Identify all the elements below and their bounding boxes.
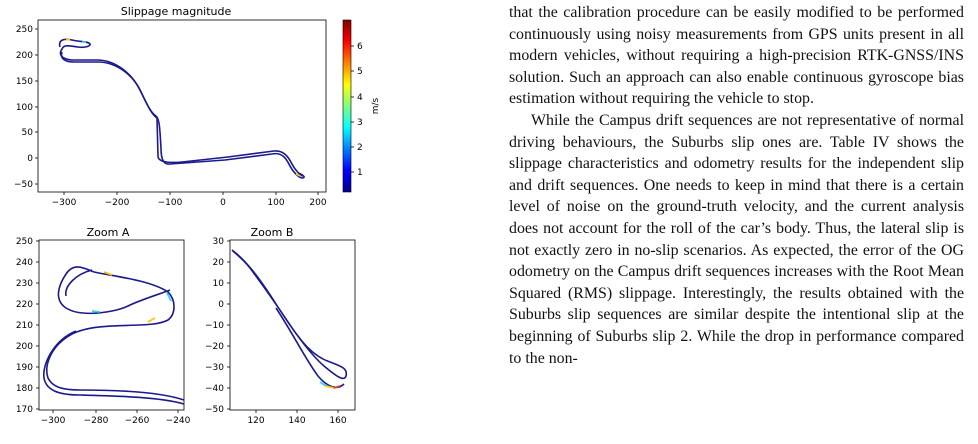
y-tick-label: −50: [205, 405, 224, 415]
panel-title: Zoom A: [87, 226, 130, 239]
y-tick-labels: 250 200 150 100 50 0 −50: [14, 25, 38, 190]
y-tick-label: 240: [16, 258, 33, 268]
colorbar-tick: 3: [357, 118, 363, 128]
colorbar-tick: 2: [357, 143, 363, 153]
y-tick-label: −30: [205, 363, 224, 373]
colorbar-label: m/s: [371, 97, 381, 114]
y-tick-label: 0: [218, 300, 224, 310]
y-tick-label: 190: [16, 363, 33, 373]
x-tick-label: −300: [41, 416, 66, 426]
panel-slippage-magnitude: Slippage magnitude −300 −200 −100 0 100 …: [14, 5, 381, 208]
panel-zoom-a: Zoom A −300 −280 −260 −240 250 240 230 2: [16, 226, 191, 426]
y-tick-label: 0: [27, 154, 33, 164]
colorbar-tick: 4: [357, 93, 363, 103]
x-tick-labels: −300 −200 −100 0 100 200: [52, 192, 327, 208]
slip-highlights: [65, 38, 301, 177]
x-tick-label: 120: [247, 416, 264, 426]
x-tick-label: −100: [158, 198, 183, 208]
y-tick-label: −20: [205, 342, 224, 352]
colorbar: 6 5 4 3 2 1 m/s: [342, 19, 381, 193]
x-tick-label: −300: [52, 198, 77, 208]
y-tick-label: 20: [213, 258, 225, 268]
colorbar-tick: 5: [357, 67, 363, 77]
plot-frame: [38, 239, 185, 411]
y-tick-label: 150: [16, 77, 33, 87]
y-tick-label: 30: [213, 237, 225, 247]
y-tick-label: 250: [16, 25, 33, 35]
plot-frame: [37, 19, 327, 193]
y-tick-label: 170: [16, 405, 33, 415]
zoom-b-trajectory: [231, 249, 348, 389]
y-tick-label: 10: [213, 279, 225, 289]
colorbar-tick: 6: [357, 42, 363, 52]
x-tick-label: 0: [220, 198, 226, 208]
colorbar-tick: 1: [357, 168, 363, 178]
y-tick-label: −40: [205, 384, 224, 394]
y-tick-label: 210: [16, 321, 33, 331]
panel-title: Slippage magnitude: [121, 5, 232, 18]
zoom-b-slip-highlights: [319, 381, 341, 389]
x-tick-label: 140: [288, 416, 305, 426]
panel-title: Zoom B: [251, 226, 294, 239]
x-tick-label: −280: [84, 416, 109, 426]
zoom-a-trajectory: [43, 266, 185, 405]
x-tick-label: −200: [105, 198, 130, 208]
y-tick-label: 200: [16, 51, 33, 61]
x-tick-label: 160: [329, 416, 346, 426]
x-tick-label: −260: [125, 416, 150, 426]
y-tick-label: −10: [205, 321, 224, 331]
x-tick-label: 100: [267, 198, 284, 208]
y-tick-label: 180: [16, 384, 33, 394]
paragraph: that the calibration procedure can be ea…: [509, 4, 964, 108]
paragraph: While the Campus drift sequences are not…: [509, 111, 964, 367]
y-tick-label: −50: [14, 180, 33, 190]
y-tick-label: 50: [22, 128, 34, 138]
zoom-a-slip-highlights: [91, 271, 172, 323]
y-tick-label: 230: [16, 279, 33, 289]
y-tick-label: 220: [16, 300, 33, 310]
colorbar-gradient: [342, 19, 352, 193]
y-tick-label: 250: [16, 237, 33, 247]
body-text-column: that the calibration procedure can be ea…: [509, 2, 964, 442]
slippage-figure: Slippage magnitude −300 −200 −100 0 100 …: [14, 5, 381, 426]
panel-zoom-b: Zoom B 120 140 160 30 20 10 0 −10 −20: [205, 226, 356, 426]
x-tick-label: −240: [166, 416, 191, 426]
trajectory: [58, 38, 305, 179]
x-tick-label: 200: [309, 198, 326, 208]
y-tick-label: 100: [16, 103, 33, 113]
y-tick-label: 200: [16, 342, 33, 352]
